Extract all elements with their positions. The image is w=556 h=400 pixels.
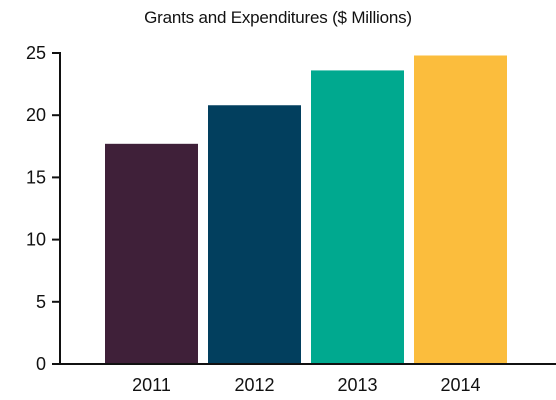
- x-tick-label-2014: 2014: [440, 375, 480, 395]
- y-tick-label-10: 10: [26, 230, 46, 250]
- bar-2011: [105, 143, 198, 364]
- y-tick-label-20: 20: [26, 105, 46, 125]
- bar-2013: [311, 70, 404, 364]
- y-tick-label-5: 5: [36, 292, 46, 312]
- bars: [105, 55, 507, 365]
- y-axis: 0 5 10 15 20 25: [26, 43, 61, 374]
- bar-2012: [208, 105, 301, 365]
- x-axis: 2011 2012 2013 2014: [52, 363, 556, 395]
- chart-title: Grants and Expenditures ($ Millions): [144, 8, 412, 27]
- x-tick-label-2012: 2012: [234, 375, 274, 395]
- y-tick-label-0: 0: [36, 354, 46, 374]
- y-tick-label-25: 25: [26, 43, 46, 63]
- y-tick-label-15: 15: [26, 167, 46, 187]
- x-tick-label-2011: 2011: [132, 375, 171, 395]
- x-tick-label-2013: 2013: [337, 375, 377, 395]
- bar-2014: [414, 55, 507, 364]
